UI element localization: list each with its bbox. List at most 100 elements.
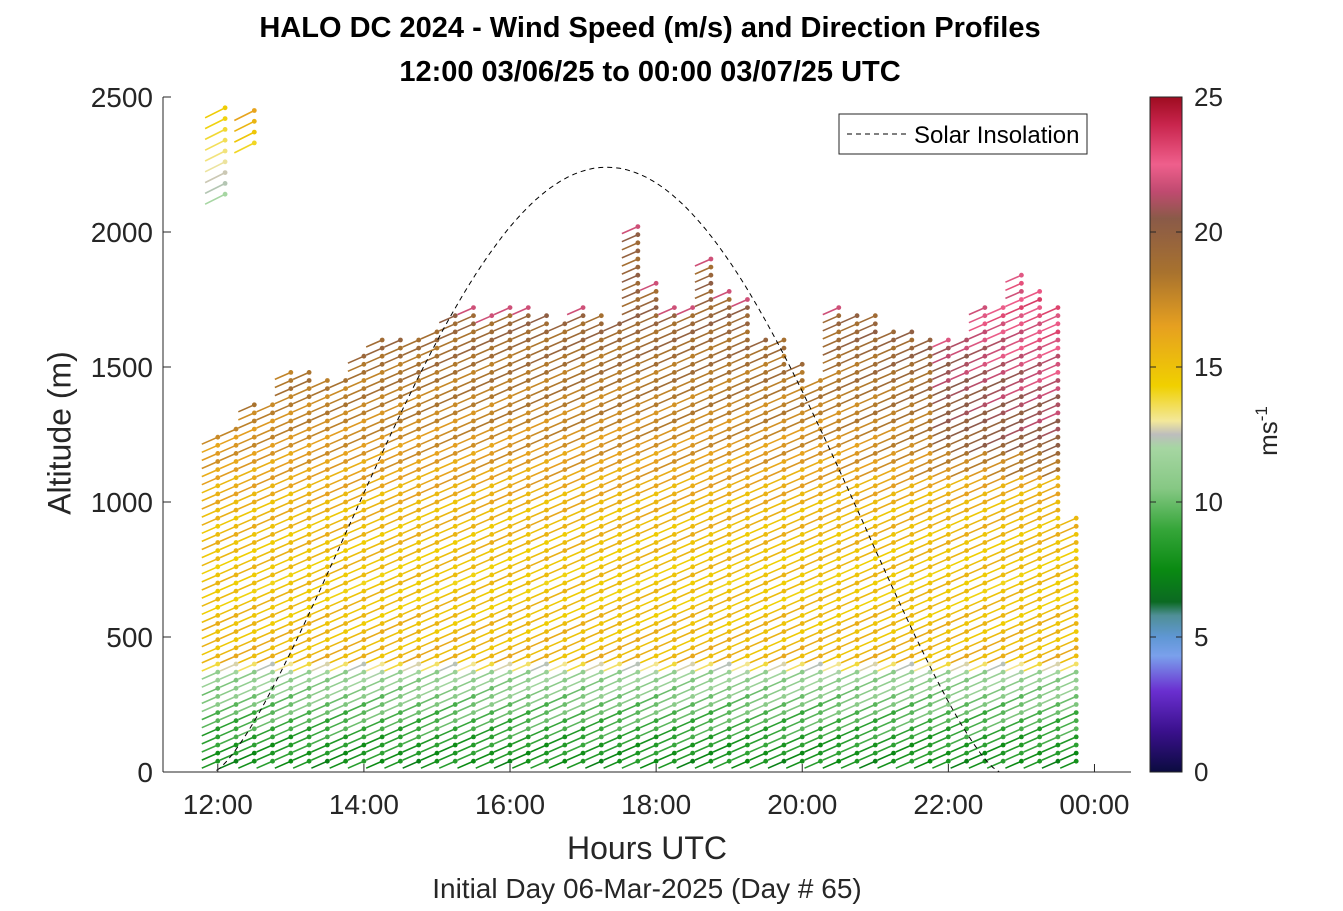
wind-barb-point <box>251 475 257 481</box>
wind-barb <box>932 485 949 494</box>
wind-barb <box>932 736 949 745</box>
wind-barb <box>585 711 602 721</box>
wind-barb <box>420 452 438 462</box>
wind-barb-point <box>251 653 257 659</box>
wind-barb <box>804 485 821 494</box>
wind-barb-point <box>215 750 221 756</box>
wind-barb-point <box>398 507 403 513</box>
wind-barb <box>420 752 438 761</box>
wind-barb-point <box>854 467 860 472</box>
wind-barb <box>1023 671 1040 680</box>
wind-barb <box>1023 566 1040 575</box>
wind-barb-point <box>1000 467 1006 472</box>
wind-barb-point <box>343 694 349 699</box>
wind-barb-point <box>909 548 915 553</box>
wind-barb <box>694 371 712 381</box>
wind-barb-point <box>745 361 750 367</box>
wind-barb <box>986 614 1004 624</box>
wind-barb <box>1005 395 1022 405</box>
wind-barb-point <box>507 426 513 432</box>
wind-barb <box>731 404 748 413</box>
wind-barb-point <box>635 280 641 286</box>
wind-barb <box>384 428 401 437</box>
wind-barb <box>365 695 383 705</box>
wind-barb-point <box>361 572 367 578</box>
wind-barb <box>785 574 803 583</box>
wind-barb <box>731 549 748 559</box>
wind-barb-point <box>525 418 531 424</box>
wind-barb-point <box>854 394 860 400</box>
wind-barb-point <box>489 353 495 359</box>
wind-barb-point <box>653 418 659 424</box>
wind-barb-point <box>872 507 878 513</box>
wind-barb-point <box>598 459 604 464</box>
wind-barb-point <box>745 669 750 675</box>
wind-barb <box>895 493 913 502</box>
wind-barb <box>548 331 566 340</box>
wind-barb <box>658 371 675 381</box>
wind-barb-point <box>434 621 440 626</box>
wind-barb <box>1023 485 1040 494</box>
wind-barb <box>384 363 401 373</box>
wind-barb-point <box>635 467 641 472</box>
wind-barb <box>895 412 913 421</box>
wind-barb-point <box>525 694 531 699</box>
wind-barb <box>274 485 292 494</box>
wind-barb <box>603 736 620 745</box>
wind-barb-point <box>1000 386 1006 391</box>
wind-barb-point <box>653 491 659 497</box>
wind-barb <box>438 331 456 340</box>
wind-barb-point <box>781 426 787 432</box>
wind-barb-point <box>799 459 805 464</box>
wind-barb-point <box>982 564 988 570</box>
wind-barb-point <box>617 337 623 343</box>
wind-barb <box>548 493 566 502</box>
wind-barb-point <box>617 661 623 667</box>
wind-barb <box>858 752 876 761</box>
wind-barb <box>347 566 365 575</box>
wind-barb-point <box>1037 694 1043 699</box>
wind-barb-point <box>617 402 623 408</box>
wind-barb-point <box>416 442 422 448</box>
wind-barb <box>274 744 292 753</box>
wind-barb-point <box>544 378 549 383</box>
wind-barb-point <box>580 596 586 602</box>
wind-barb <box>548 468 566 478</box>
wind-barb <box>384 695 401 705</box>
wind-barb-point <box>690 556 696 562</box>
wind-barb-point <box>909 758 915 764</box>
wind-barb-point <box>635 580 641 586</box>
wind-barb <box>603 566 620 575</box>
wind-barb-point <box>836 556 842 562</box>
wind-barb-point <box>690 588 696 594</box>
wind-barb-point <box>324 426 330 432</box>
wind-barb <box>457 711 474 721</box>
wind-barb <box>238 533 255 543</box>
wind-barb <box>475 363 493 373</box>
wind-barb-point <box>452 621 458 626</box>
wind-barb <box>858 428 876 437</box>
wind-barb-point <box>708 750 714 756</box>
wind-barb-point <box>471 499 476 505</box>
wind-barb-point <box>251 434 257 440</box>
wind-barb-point <box>1037 297 1043 302</box>
wind-barb <box>804 574 821 583</box>
wind-barb-point <box>452 629 458 634</box>
wind-barb-point <box>580 685 586 691</box>
wind-barb <box>877 428 894 437</box>
wind-barb <box>767 574 785 583</box>
wind-barb-point <box>562 718 568 724</box>
wind-barb-point <box>525 410 531 416</box>
wind-barb <box>731 728 748 737</box>
wind-barb-point <box>361 613 367 618</box>
wind-barb <box>749 711 767 721</box>
wind-barb-point <box>763 523 769 529</box>
wind-barb <box>840 404 858 413</box>
wind-barb-point <box>288 661 294 667</box>
wind-barb <box>712 695 730 705</box>
wind-barb <box>292 606 310 616</box>
wind-barb <box>1005 355 1022 364</box>
wind-barb-point <box>836 572 842 578</box>
wind-barb-point <box>635 653 641 659</box>
wind-barb-point <box>781 337 787 343</box>
